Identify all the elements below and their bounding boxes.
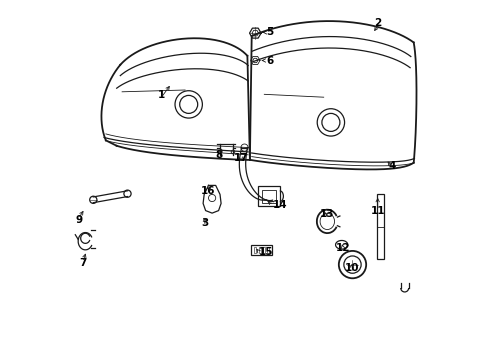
Text: 11: 11 <box>370 206 384 216</box>
Text: 3: 3 <box>201 218 208 228</box>
Text: 6: 6 <box>265 56 273 66</box>
Text: 17: 17 <box>233 153 248 163</box>
Text: 10: 10 <box>344 263 358 273</box>
Text: 16: 16 <box>201 186 215 196</box>
Text: 2: 2 <box>373 18 381 28</box>
Text: 13: 13 <box>319 209 333 219</box>
Text: 12: 12 <box>335 243 349 253</box>
Text: 14: 14 <box>272 200 286 210</box>
Text: 7: 7 <box>80 258 87 268</box>
Text: 1: 1 <box>158 90 165 100</box>
Text: 9: 9 <box>75 215 82 225</box>
Text: 5: 5 <box>265 27 273 37</box>
Text: 15: 15 <box>258 247 273 257</box>
Text: 8: 8 <box>215 150 223 160</box>
Text: 4: 4 <box>387 161 395 171</box>
